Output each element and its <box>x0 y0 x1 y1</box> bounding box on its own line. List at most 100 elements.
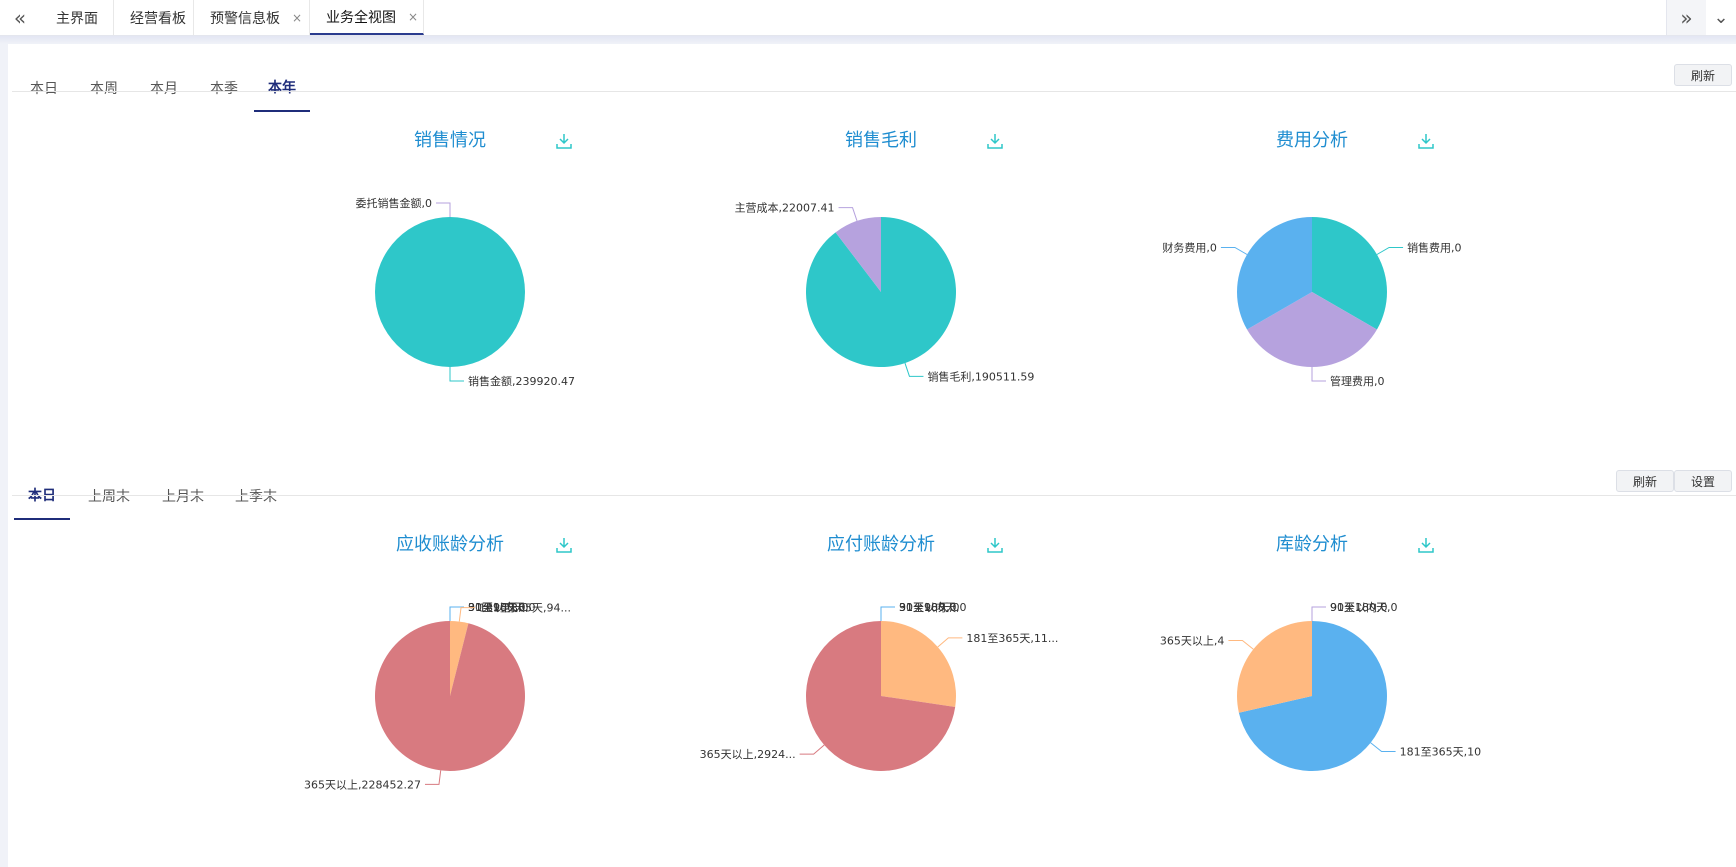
pie-plot: 销售金额,239920.47 委托销售金额,0 <box>356 196 575 388</box>
label-leader-line <box>458 607 476 622</box>
pie-slice[interactable] <box>374 621 525 771</box>
pie-slice[interactable] <box>1312 217 1387 330</box>
chart-title: 销售毛利 <box>845 130 917 151</box>
slice-label: 销售金额,239920.47 <box>468 374 575 388</box>
chart-title: 库龄分析 <box>1276 534 1348 555</box>
label-leader-line <box>1311 367 1326 382</box>
tab-business-board[interactable]: 经营看板 <box>114 0 194 35</box>
refresh-button[interactable]: 刷新 <box>1674 64 1732 86</box>
label-leader-line <box>904 362 924 377</box>
divider <box>12 91 1736 92</box>
label-leader-line <box>880 606 895 621</box>
chart-title: 销售情况 <box>414 130 486 151</box>
scroll-right-icon[interactable]: » <box>1666 0 1706 35</box>
slice-label: 财务费用,0 <box>1162 241 1217 255</box>
period-tab-today[interactable]: 本日 <box>14 472 70 520</box>
label-leader-line <box>449 606 464 621</box>
chevron-down-icon[interactable]: ⌄ <box>1713 7 1729 28</box>
close-icon[interactable]: × <box>408 9 419 24</box>
refresh-button[interactable]: 刷新 <box>1616 470 1674 492</box>
pie-slice[interactable] <box>835 217 881 292</box>
tab-label: 主界面 <box>56 10 98 27</box>
slice-label: 销售毛利,190511.59 <box>927 369 1034 383</box>
pie-slice[interactable] <box>450 621 469 696</box>
period-tab-last-week-end[interactable]: 上周末 <box>88 489 130 505</box>
download-icon[interactable] <box>555 536 573 554</box>
download-icon[interactable] <box>555 132 573 150</box>
pie-slice[interactable] <box>1238 621 1387 771</box>
period-tabs-top: 本日 本周 本月 本季 本年 <box>14 64 310 112</box>
slice-label: 181至365天,94... <box>479 602 571 615</box>
download-icon[interactable] <box>1417 536 1435 554</box>
sales-pie-chart: 销售情况 销售金额,239920.47 委托销售金额,0 <box>235 126 665 446</box>
period-tab-day[interactable]: 本日 <box>30 81 58 97</box>
download-icon[interactable] <box>986 536 1004 554</box>
label-leader-line <box>799 744 825 755</box>
slice-label: 31至90天,0 <box>899 601 960 614</box>
label-leader-line <box>1220 247 1248 255</box>
slice-label: 365天以上,2924... <box>700 748 796 761</box>
pie-slice[interactable] <box>881 621 956 707</box>
label-leader-line <box>436 202 451 217</box>
slice-label: 委托销售金额,0 <box>356 196 433 210</box>
slice-label: 181至365天,11... <box>966 632 1058 645</box>
slice-label: 销售费用,0 <box>1407 241 1462 255</box>
expense-pie-chart: 费用分析 销售费用,0 管理费用,0 财务费用,0 <box>1097 126 1527 446</box>
close-icon[interactable]: × <box>292 10 303 25</box>
slice-label: 181至365天,10 <box>1400 745 1482 758</box>
label-leader-line <box>424 770 442 785</box>
tab-label: 业务全视图 <box>326 9 396 26</box>
slice-label: 91至180天,0 <box>899 601 967 614</box>
tab-bar: « 主界面 经营看板 预警信息板 × 业务全视图 × » ⌄ <box>0 0 1736 36</box>
receivable-aging-pie-chart: 应收账龄分析 30天以内,0 31至90天,0 91至180天,0 181至365天,… <box>235 530 665 850</box>
period-tab-quarter[interactable]: 本季 <box>210 81 238 97</box>
slice-label: 30天以内,0 <box>468 600 526 614</box>
label-leader-line <box>937 637 963 648</box>
tab-business-overview[interactable]: 业务全视图 × <box>310 0 424 35</box>
chart-title: 应收账龄分析 <box>396 534 504 555</box>
slice-label: 90天以内,0 <box>1330 600 1388 614</box>
period-tab-month[interactable]: 本月 <box>150 81 178 97</box>
slice-label: 31至90天,0 <box>468 601 529 614</box>
tab-alert-board[interactable]: 预警信息板 × <box>194 0 310 35</box>
label-leader-line <box>1376 247 1404 255</box>
label-leader-line <box>1370 742 1396 752</box>
slice-label: 91至180天,0 <box>468 601 536 614</box>
period-tab-last-month-end[interactable]: 上月末 <box>162 489 204 505</box>
label-leader-line <box>1311 606 1326 621</box>
inventory-aging-pie-chart: 库龄分析 90天以内,0 91至180天,0 181至365天,10 365天以上,4 <box>1097 530 1527 850</box>
settings-button[interactable]: 设置 <box>1674 470 1732 492</box>
chart-title: 费用分析 <box>1276 130 1348 151</box>
slice-label: 365天以上,228452.27 <box>304 778 421 791</box>
download-icon[interactable] <box>1417 132 1435 150</box>
slice-label: 365天以上,4 <box>1160 635 1225 648</box>
label-leader-line <box>1228 640 1254 650</box>
label-leader-line <box>880 606 895 621</box>
label-leader-line <box>838 207 858 222</box>
period-tab-week[interactable]: 本周 <box>90 81 118 97</box>
label-leader-line <box>880 606 895 621</box>
tab-main[interactable]: 主界面 <box>40 0 114 35</box>
pie-slice[interactable] <box>375 217 525 367</box>
pie-slice[interactable] <box>1237 621 1312 713</box>
chart-title: 应付账龄分析 <box>827 534 935 555</box>
slice-label: 91至180天,0 <box>1330 601 1398 614</box>
period-tab-year[interactable]: 本年 <box>254 64 310 112</box>
pie-slice[interactable] <box>1237 217 1312 330</box>
period-tab-last-quarter-end[interactable]: 上季末 <box>235 489 277 505</box>
main-panel: 本日 本周 本月 本季 本年 刷新 本日 上周末 上月末 上季末 刷新 设置 销… <box>8 44 1736 867</box>
download-icon[interactable] <box>986 132 1004 150</box>
pie-slice[interactable] <box>806 621 956 771</box>
divider <box>12 495 1736 496</box>
pie-plot: 销售费用,0 管理费用,0 财务费用,0 <box>1162 217 1462 388</box>
payable-aging-pie-chart: 应付账龄分析 30天以内,0 31至90天,0 91至180天,0 181至365天,… <box>666 530 1096 850</box>
slice-label: 管理费用,0 <box>1330 374 1385 388</box>
tab-label: 经营看板 <box>130 10 186 27</box>
label-leader-line <box>449 606 464 621</box>
slice-label: 30天以内,0 <box>899 600 957 614</box>
scroll-left-icon[interactable]: « <box>13 5 27 30</box>
tab-bar-shadow <box>0 36 1736 44</box>
